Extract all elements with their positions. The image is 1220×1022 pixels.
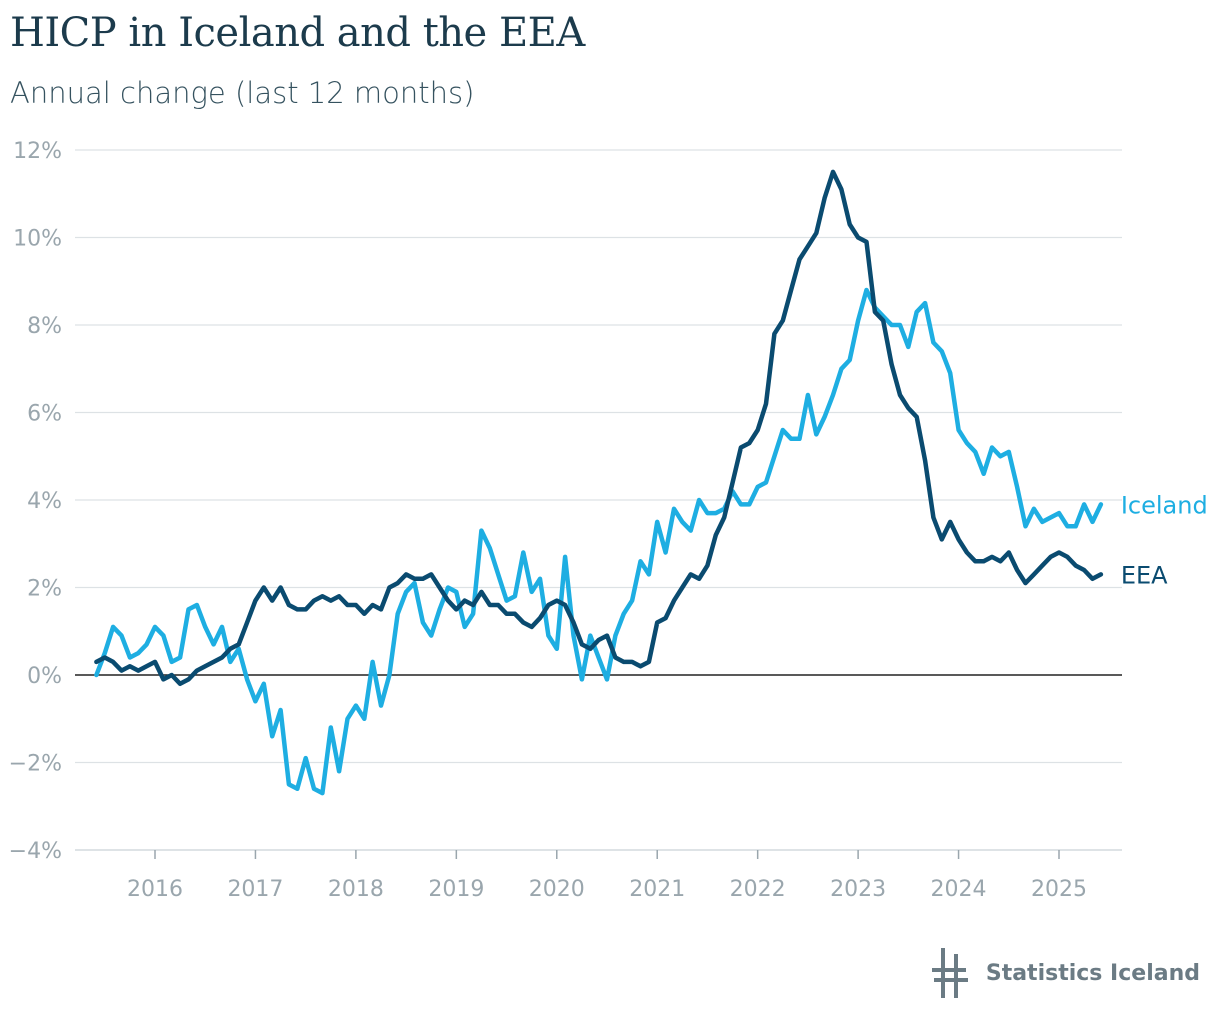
y-tick-label: 10% <box>13 227 62 252</box>
y-tick-label: 4% <box>27 489 62 514</box>
x-tick-label: 2022 <box>730 877 786 902</box>
y-tick-label: 6% <box>27 402 62 427</box>
brand-footer: Statistics Iceland <box>931 948 1200 998</box>
x-tick-label: 2016 <box>127 877 183 902</box>
y-tick-label: 12% <box>13 139 62 164</box>
x-tick-label: 2017 <box>227 877 283 902</box>
series-lines <box>94 169 1104 796</box>
statistics-iceland-logo-icon <box>931 948 968 998</box>
y-tick-label: 8% <box>27 314 62 339</box>
brand-name: Statistics Iceland <box>985 960 1200 986</box>
x-tick-label: 2019 <box>428 877 484 902</box>
series-line-eea <box>94 169 1104 687</box>
series-labels: Iceland EEA <box>1121 491 1208 589</box>
series-line-iceland <box>94 287 1104 796</box>
y-tick-label: −4% <box>9 839 62 864</box>
series-label-iceland: Iceland <box>1121 491 1208 519</box>
x-tick-label: 2021 <box>629 877 685 902</box>
series-label-eea: EEA <box>1121 561 1168 589</box>
y-tick-label: 2% <box>27 577 62 602</box>
y-tick-label: 0% <box>27 664 62 689</box>
x-tick-label: 2020 <box>529 877 585 902</box>
x-tick-label: 2023 <box>830 877 886 902</box>
y-axis-ticks: −4% −2% 0% 2% 4% 6% 8% 10% 12% <box>9 139 62 864</box>
x-axis: 2016 2017 2018 2019 2020 2021 2022 2023 2024 2025 <box>75 849 1122 902</box>
x-tick-label: 2024 <box>931 877 987 902</box>
x-tick-label: 2018 <box>328 877 384 902</box>
x-tick-label: 2025 <box>1031 877 1087 902</box>
y-tick-label: −2% <box>9 752 62 777</box>
chart-title: HICP in Iceland and the EEA <box>10 10 585 56</box>
chart-subtitle: Annual change (last 12 months) <box>10 76 475 110</box>
grid-lines <box>75 149 1122 851</box>
